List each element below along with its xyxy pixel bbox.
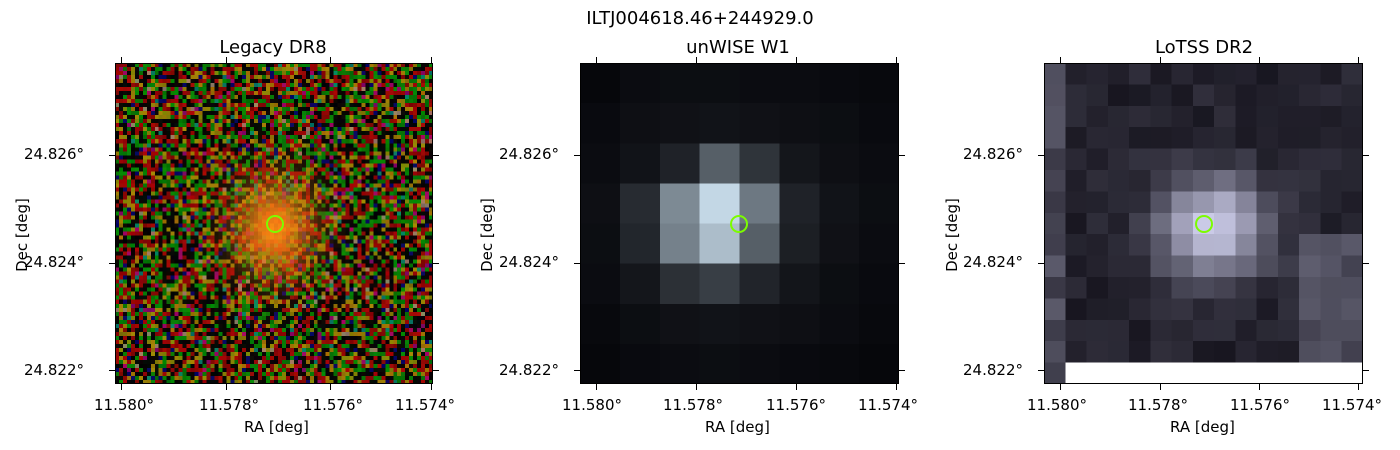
ytick-legacy-24.826: 24.826° — [24, 145, 84, 163]
lotss-image — [1044, 63, 1363, 384]
ytick-mark — [1038, 155, 1044, 156]
ytick-mark — [1363, 370, 1369, 371]
xtick-lotss-11.574: 11.574° — [1322, 396, 1382, 414]
panel-title-unwise: unWISE W1 — [686, 37, 790, 58]
xtick-legacy-11.578: 11.578° — [199, 396, 259, 414]
ytick-mark — [899, 263, 905, 264]
xtick-mark — [1358, 57, 1359, 63]
xtick-mark — [896, 384, 897, 390]
xtick-mark — [596, 57, 597, 63]
ytick-unwise-24.824: 24.824° — [499, 253, 559, 271]
xtick-mark — [1160, 384, 1161, 390]
xtick-mark — [1060, 57, 1061, 63]
ytick-legacy-24.824: 24.824° — [24, 253, 84, 271]
xtick-mark — [330, 384, 331, 390]
ytick-unwise-24.826: 24.826° — [499, 145, 559, 163]
xtick-mark — [796, 384, 797, 390]
ylabel-lotss: Dec [deg] — [943, 198, 961, 272]
panel-title-legacy: Legacy DR8 — [219, 37, 327, 58]
legacy-image — [115, 63, 433, 384]
ytick-lotss-24.826: 24.826° — [963, 145, 1023, 163]
xtick-mark — [1060, 384, 1061, 390]
unwise-frame — [580, 63, 899, 384]
xtick-mark — [1160, 57, 1161, 63]
xtick-mark — [330, 57, 331, 63]
ylabel-unwise: Dec [deg] — [478, 198, 496, 272]
xtick-mark — [121, 57, 122, 63]
xtick-mark — [431, 57, 432, 63]
ytick-mark — [899, 370, 905, 371]
xtick-mark — [596, 384, 597, 390]
xtick-unwise-11.574: 11.574° — [858, 396, 918, 414]
xlabel-unwise: RA [deg] — [705, 418, 770, 436]
ytick-mark — [1363, 263, 1369, 264]
ytick-mark — [109, 370, 115, 371]
unwise-image — [580, 63, 899, 384]
ytick-mark — [574, 370, 580, 371]
ytick-mark — [433, 370, 439, 371]
xtick-mark — [226, 384, 227, 390]
xlabel-lotss: RA [deg] — [1170, 418, 1235, 436]
ytick-lotss-24.824: 24.824° — [963, 253, 1023, 271]
xtick-unwise-11.578: 11.578° — [663, 396, 723, 414]
ytick-mark — [1038, 263, 1044, 264]
xtick-mark — [1358, 384, 1359, 390]
ytick-mark — [109, 263, 115, 264]
lotss-frame — [1044, 63, 1363, 384]
ytick-mark — [433, 263, 439, 264]
ytick-mark — [1363, 155, 1369, 156]
ytick-mark — [109, 155, 115, 156]
ytick-unwise-24.822: 24.822° — [499, 361, 559, 379]
ytick-mark — [1038, 370, 1044, 371]
ytick-mark — [574, 263, 580, 264]
ytick-legacy-24.822: 24.822° — [24, 361, 84, 379]
ytick-mark — [899, 155, 905, 156]
xtick-mark — [431, 384, 432, 390]
xlabel-legacy: RA [deg] — [244, 418, 309, 436]
xtick-legacy-11.576: 11.576° — [303, 396, 363, 414]
xtick-unwise-11.580: 11.580° — [562, 396, 622, 414]
xtick-mark — [226, 57, 227, 63]
legacy-frame — [115, 63, 433, 384]
figure-title: ILTJ004618.46+244929.0 — [586, 8, 814, 29]
xtick-legacy-11.580: 11.580° — [94, 396, 154, 414]
xtick-unwise-11.576: 11.576° — [766, 396, 826, 414]
xtick-mark — [1259, 384, 1260, 390]
xtick-mark — [121, 384, 122, 390]
xtick-legacy-11.574: 11.574° — [395, 396, 455, 414]
xtick-mark — [696, 384, 697, 390]
xtick-lotss-11.580: 11.580° — [1027, 396, 1087, 414]
ytick-mark — [433, 155, 439, 156]
xtick-mark — [896, 57, 897, 63]
xtick-mark — [1259, 57, 1260, 63]
xtick-mark — [696, 57, 697, 63]
xtick-lotss-11.576: 11.576° — [1230, 396, 1290, 414]
panel-title-lotss: LoTSS DR2 — [1154, 37, 1254, 58]
xtick-mark — [796, 57, 797, 63]
ytick-lotss-24.822: 24.822° — [963, 361, 1023, 379]
xtick-lotss-11.578: 11.578° — [1128, 396, 1188, 414]
ytick-mark — [574, 155, 580, 156]
